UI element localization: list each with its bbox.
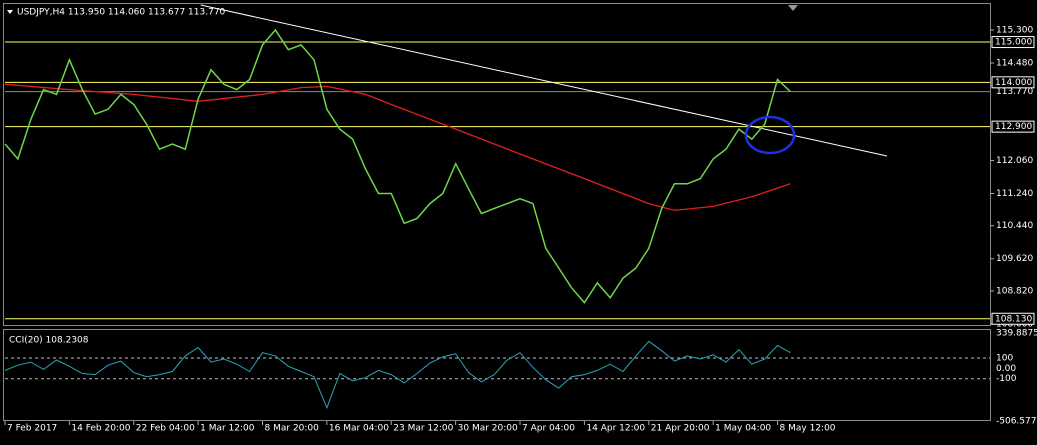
x-tick-label: 21 Apr 20:00	[651, 424, 710, 434]
indicator-tick-label: -506.5772	[996, 417, 1037, 427]
shift-marker	[788, 5, 798, 11]
cci-line	[4, 340, 791, 410]
x-tick-label: 1 May 04:00	[715, 424, 771, 434]
indicator-tick-label: 339.8875	[996, 329, 1037, 339]
x-tick-label: 8 May 12:00	[780, 424, 836, 434]
x-tick-label: 1 Mar 12:00	[200, 424, 255, 434]
x-tick-label: 16 Mar 04:00	[329, 424, 389, 434]
y-tick-label: 109.620	[996, 254, 1033, 264]
x-tick-label: 14 Apr 12:00	[586, 424, 645, 434]
level-label-box	[991, 36, 1035, 49]
last-price-label: 113.770	[996, 87, 1033, 97]
level-label-box	[991, 120, 1035, 133]
x-tick-label: 23 Mar 12:00	[393, 424, 453, 434]
chart-title: USDJPY,H4 113.950 114.060 113.677 113.77…	[17, 8, 226, 18]
menu-arrow[interactable]	[7, 10, 13, 14]
y-tick-label: 108.820	[996, 286, 1033, 296]
level-label: 108.130	[995, 314, 1032, 324]
highlight-ellipse	[744, 115, 796, 155]
indicator-panel-frame	[3, 329, 991, 421]
indicator-tick-label: 100	[996, 353, 1013, 363]
y-tick-label: 111.240	[996, 189, 1033, 199]
level-label: 114.000	[995, 78, 1032, 88]
y-tick-label: 114.480	[996, 58, 1033, 68]
level-label: 112.900	[995, 122, 1032, 132]
x-tick-label: 7 Apr 04:00	[522, 424, 575, 434]
level-label: 115.000	[995, 38, 1032, 48]
x-tick-label: 8 Mar 20:00	[265, 424, 320, 434]
x-tick-label: 30 Mar 20:00	[458, 424, 518, 434]
level-label-box	[991, 312, 1035, 325]
x-tick-label: 7 Feb 2017	[7, 424, 57, 434]
indicator-tick-label: 0.00	[996, 364, 1016, 374]
indicator-title: CCI(20) 108.2308	[9, 336, 89, 346]
y-tick-label: 112.060	[996, 156, 1033, 166]
y-tick-label: 115.300	[996, 25, 1033, 35]
x-tick-label: 14 Feb 20:00	[71, 424, 130, 434]
plot-area: 115.300 114.480 112.060 111.240 110.440 109.6…	[4, 4, 1037, 434]
x-tick-label: 22 Feb 04:00	[136, 424, 195, 434]
moving-average	[4, 83, 791, 212]
indicator-tick-label: -100	[996, 374, 1017, 384]
y-tick-label: 110.440	[996, 221, 1033, 231]
level-label-box	[991, 76, 1035, 89]
main-panel-frame	[3, 3, 991, 326]
price-line	[4, 28, 791, 304]
trendline	[200, 4, 888, 157]
